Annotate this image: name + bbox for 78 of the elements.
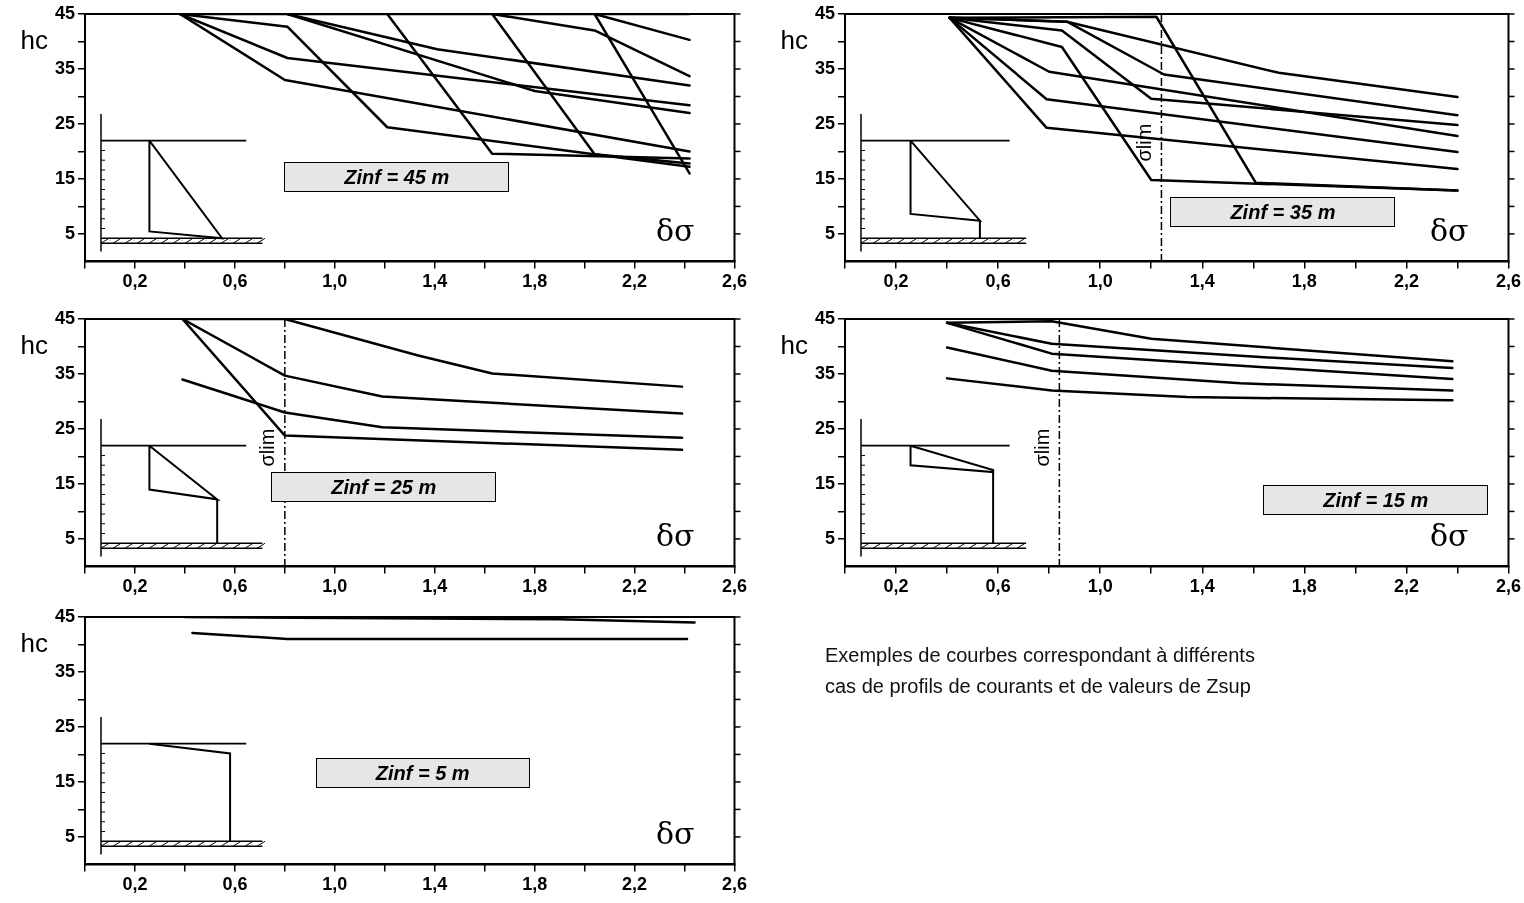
x-tick-label: 0,6 bbox=[222, 576, 248, 597]
y-axis-title: hc bbox=[20, 627, 48, 658]
annotation: Zinf = 35 m bbox=[1230, 199, 1336, 224]
x-tick-label: 2,2 bbox=[1393, 271, 1419, 292]
x-tick-label: 0,2 bbox=[122, 271, 148, 292]
y-tick-label: 35 bbox=[814, 57, 836, 78]
x-tick-label: 1,0 bbox=[322, 271, 348, 292]
x-axis-title: δσ bbox=[655, 816, 695, 852]
x-tick-label: 0,2 bbox=[883, 576, 909, 597]
y-tick-label: 15 bbox=[814, 167, 836, 188]
annotation: Zinf = 25 m bbox=[331, 475, 437, 500]
x-tick-label: 1,0 bbox=[322, 576, 348, 597]
y-tick-label: 5 bbox=[825, 527, 836, 548]
x-tick-label: 2,6 bbox=[1495, 576, 1521, 597]
x-tick-label: 2,2 bbox=[622, 874, 648, 895]
x-tick-label: 2,6 bbox=[1495, 271, 1521, 292]
x-tick-label: 0,6 bbox=[222, 271, 248, 292]
x-tick-label: 1,4 bbox=[1189, 576, 1215, 597]
x-axis-title: δσ bbox=[655, 518, 695, 554]
y-tick-label: 15 bbox=[54, 770, 76, 791]
ref-line-label: σlim bbox=[256, 428, 279, 467]
y-tick-label: 45 bbox=[54, 605, 76, 626]
y-tick-label: 15 bbox=[814, 472, 836, 493]
y-tick-label: 5 bbox=[65, 222, 76, 243]
x-tick-label: 1,8 bbox=[522, 874, 548, 895]
y-tick-label: 45 bbox=[54, 2, 76, 23]
x-tick-label: 1,8 bbox=[1291, 271, 1317, 292]
x-tick-label: 1,8 bbox=[522, 271, 548, 292]
y-tick-label: 35 bbox=[814, 362, 836, 383]
y-axis-title: hc bbox=[780, 24, 808, 55]
y-tick-label: 5 bbox=[65, 527, 76, 548]
x-tick-label: 1,8 bbox=[1291, 576, 1317, 597]
x-tick-label: 2,2 bbox=[622, 576, 648, 597]
y-tick-label: 15 bbox=[54, 167, 76, 188]
x-tick-label: 0,6 bbox=[985, 576, 1011, 597]
x-tick-label: 2,6 bbox=[721, 576, 747, 597]
x-tick-label: 1,8 bbox=[522, 576, 548, 597]
y-tick-label: 25 bbox=[54, 112, 76, 133]
y-tick-label: 35 bbox=[54, 57, 76, 78]
x-tick-label: 1,4 bbox=[422, 271, 448, 292]
y-tick-label: 35 bbox=[54, 660, 76, 681]
x-tick-label: 2,2 bbox=[1393, 576, 1419, 597]
y-tick-label: 5 bbox=[65, 825, 76, 846]
annotation: Zinf = 45 m bbox=[344, 165, 450, 190]
y-tick-label: 15 bbox=[54, 472, 76, 493]
x-tick-label: 2,6 bbox=[721, 874, 747, 895]
y-tick-label: 25 bbox=[54, 417, 76, 438]
x-axis-title: δσ bbox=[1429, 213, 1469, 249]
y-tick-label: 25 bbox=[54, 715, 76, 736]
y-tick-label: 45 bbox=[54, 307, 76, 328]
ref-line-label: σlim bbox=[1030, 428, 1053, 467]
y-axis-title: hc bbox=[780, 329, 808, 360]
x-tick-label: 0,2 bbox=[883, 271, 909, 292]
y-tick-label: 5 bbox=[825, 222, 836, 243]
x-tick-label: 1,4 bbox=[1189, 271, 1215, 292]
y-tick-label: 35 bbox=[54, 362, 76, 383]
x-tick-label: 0,6 bbox=[985, 271, 1011, 292]
y-axis-title: hc bbox=[20, 329, 48, 360]
x-tick-label: 0,6 bbox=[222, 874, 248, 895]
annotation: Zinf = 5 m bbox=[375, 760, 470, 785]
x-tick-label: 1,0 bbox=[1087, 576, 1113, 597]
x-axis-title: δσ bbox=[655, 213, 695, 249]
x-tick-label: 1,0 bbox=[322, 874, 348, 895]
y-tick-label: 45 bbox=[814, 307, 836, 328]
text: Exemples de courbes correspondant à différents cas de profils de courants et de valeurs de Zsup bbox=[825, 643, 1256, 699]
y-tick-label: 25 bbox=[814, 112, 836, 133]
x-tick-label: 1,0 bbox=[1087, 271, 1113, 292]
x-tick-label: 2,2 bbox=[622, 271, 648, 292]
x-tick-label: 0,2 bbox=[122, 576, 148, 597]
y-tick-label: 45 bbox=[814, 2, 836, 23]
annotation: Zinf = 15 m bbox=[1323, 487, 1429, 512]
x-tick-label: 1,4 bbox=[422, 874, 448, 895]
y-axis-title: hc bbox=[20, 24, 48, 55]
x-tick-label: 0,2 bbox=[122, 874, 148, 895]
x-tick-label: 1,4 bbox=[422, 576, 448, 597]
x-axis-title: δσ bbox=[1429, 518, 1469, 554]
y-tick-label: 25 bbox=[814, 417, 836, 438]
x-tick-label: 2,6 bbox=[721, 271, 747, 292]
